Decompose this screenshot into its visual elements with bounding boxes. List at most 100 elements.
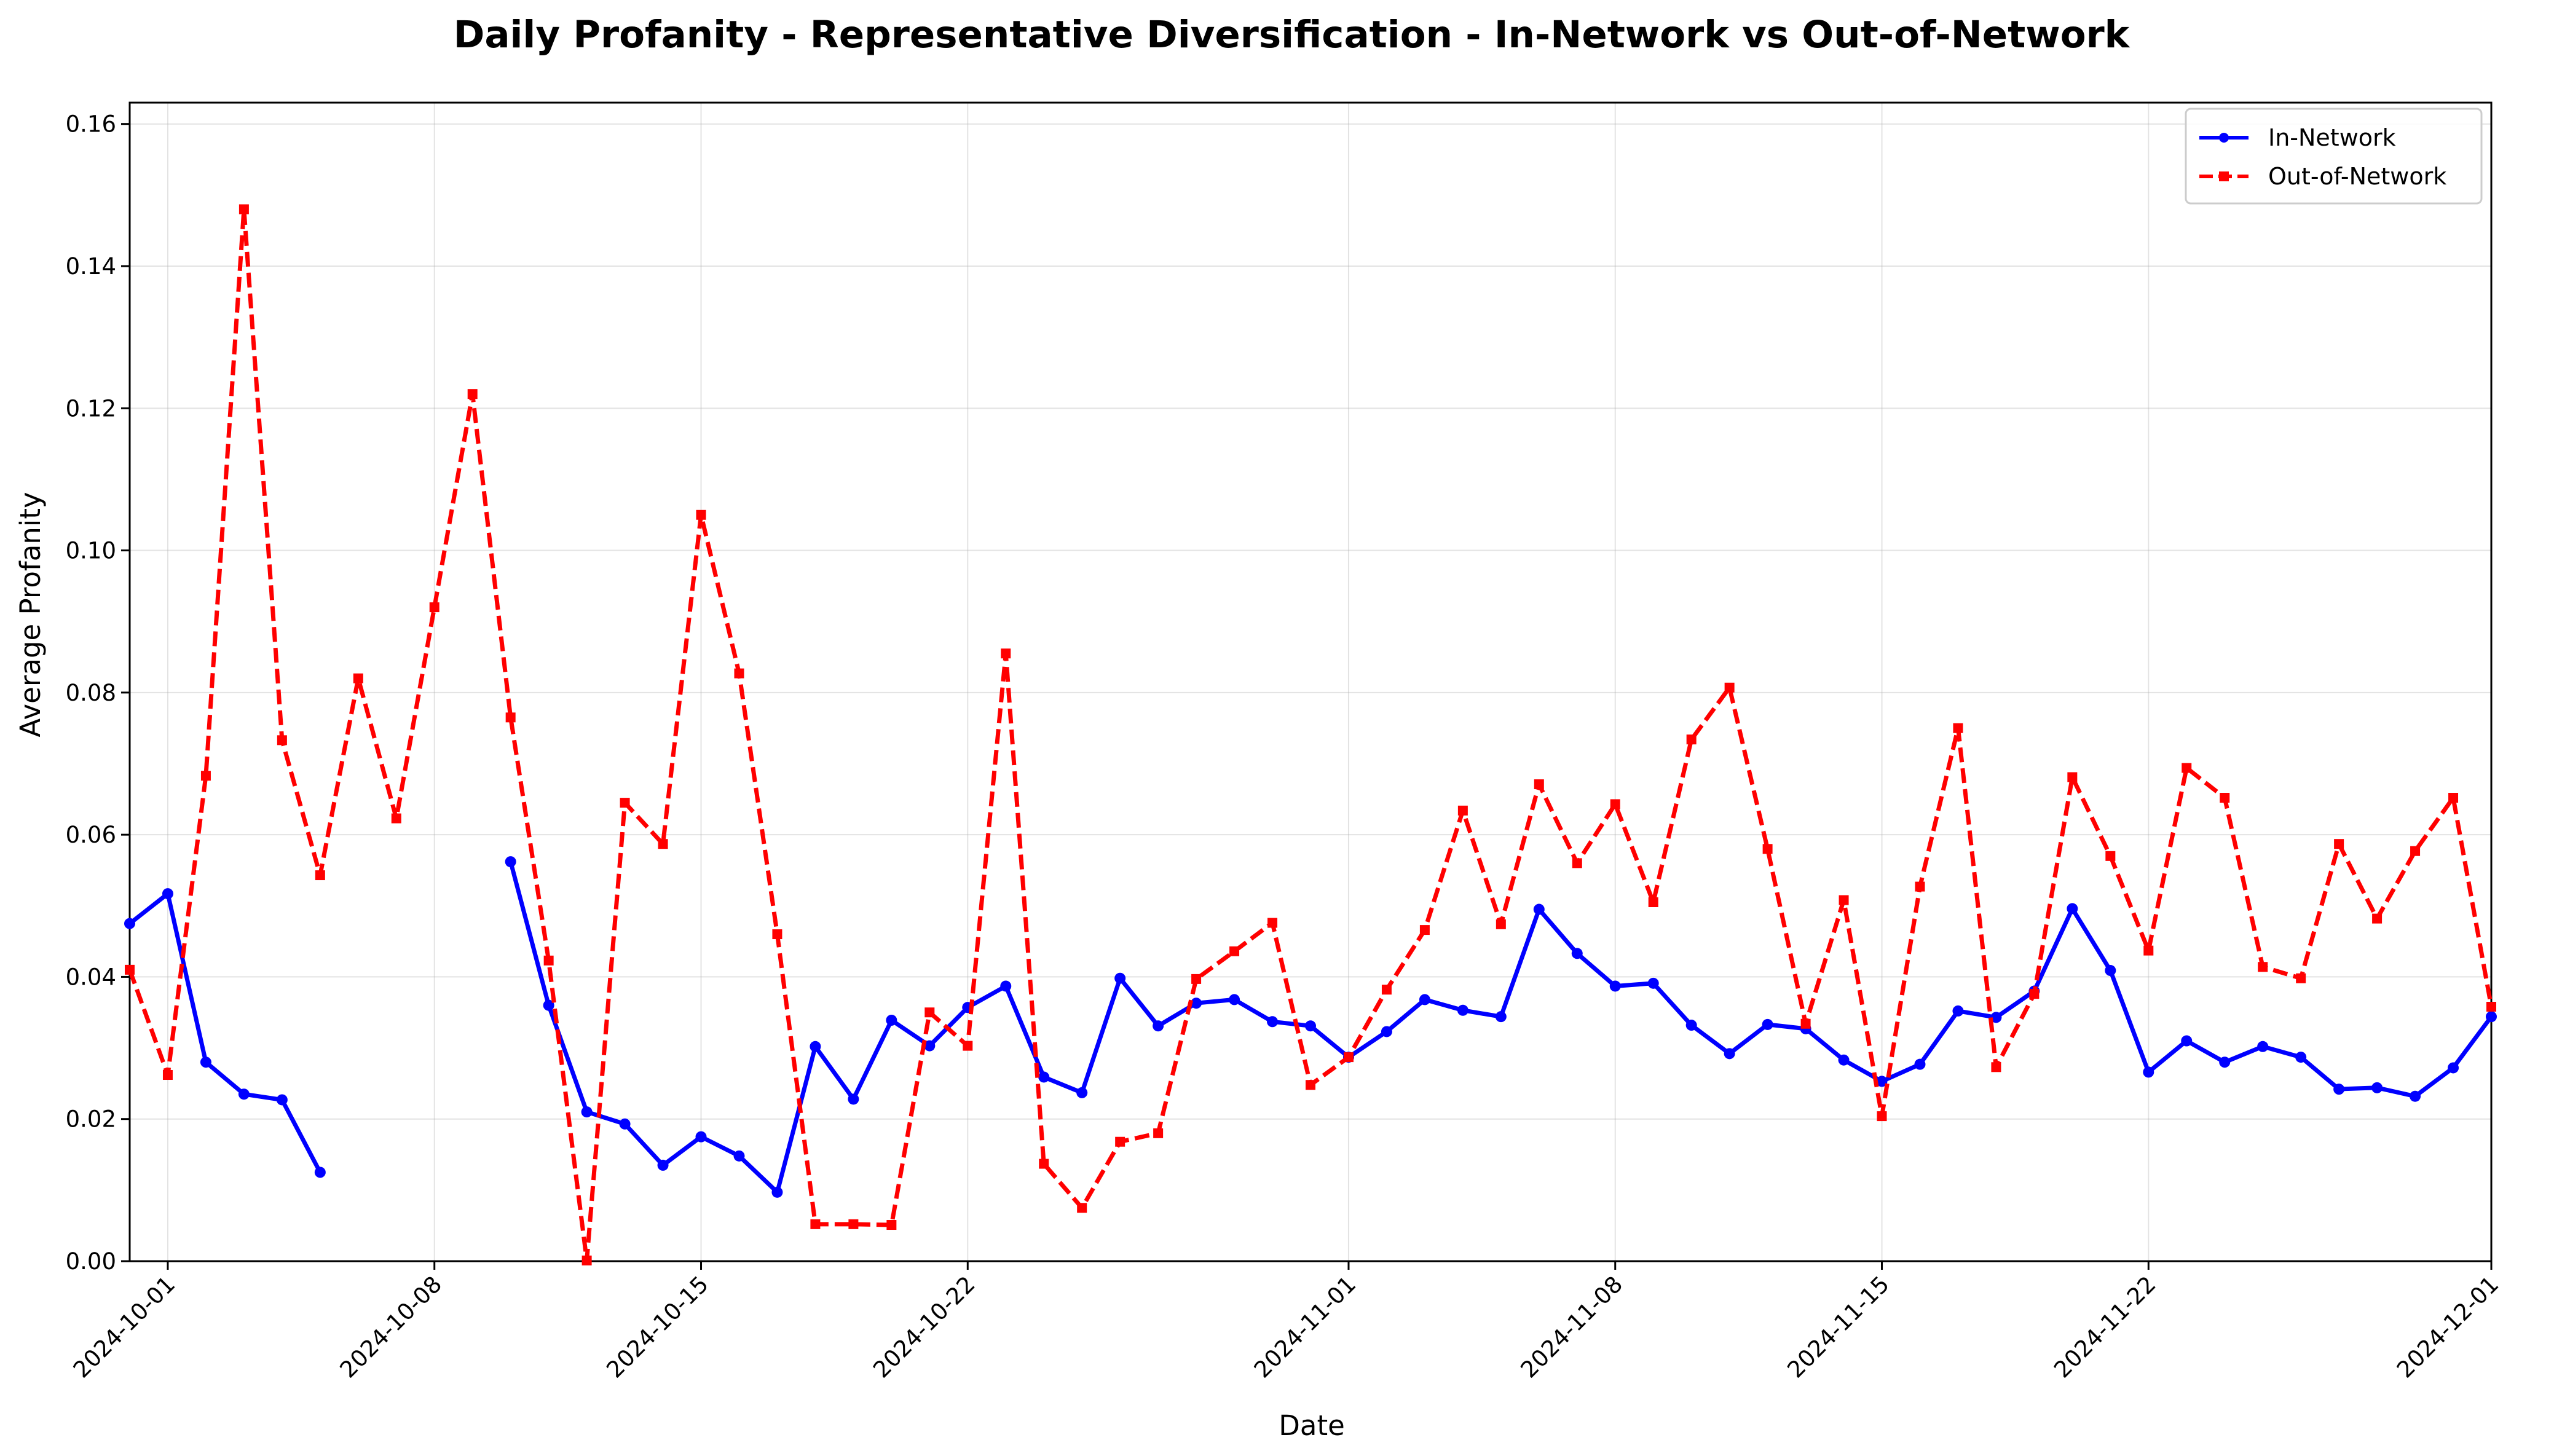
data-point-in-network [1191, 998, 1202, 1009]
data-point-out-of-network [391, 813, 401, 824]
data-point-out-of-network [581, 1255, 592, 1265]
data-point-out-of-network [2067, 772, 2078, 782]
data-point-in-network [1114, 972, 1126, 984]
series-out-of-network [125, 204, 2496, 1265]
data-point-out-of-network [848, 1219, 859, 1229]
data-point-out-of-network [315, 870, 325, 881]
series-line-in-network [128, 891, 322, 1174]
series-in-network [124, 856, 2497, 1198]
data-point-out-of-network [1724, 682, 1735, 693]
data-point-out-of-network [658, 839, 668, 849]
legend-label-out-of-network: Out-of-Network [2268, 163, 2446, 190]
data-point-in-network [2333, 1084, 2345, 1095]
data-point-out-of-network [1039, 1159, 1049, 1169]
data-point-in-network [505, 856, 516, 868]
data-point-in-network [2448, 1062, 2459, 1074]
data-point-out-of-network [1306, 1080, 1315, 1090]
data-point-in-network [886, 1014, 897, 1026]
data-point-in-network [924, 1040, 936, 1052]
y-tick-label: 0.14 [66, 253, 116, 280]
y-tick-label: 0.02 [66, 1106, 116, 1133]
data-point-in-network [2257, 1041, 2269, 1052]
data-point-out-of-network [1610, 799, 1620, 809]
data-point-in-network [2181, 1035, 2193, 1047]
chart-title: Daily Profanity - Representative Diversi… [454, 13, 2130, 57]
series-group [124, 204, 2497, 1265]
data-point-out-of-network [2486, 1001, 2496, 1012]
data-point-out-of-network [1191, 974, 1202, 984]
data-point-in-network [1952, 1005, 1964, 1017]
data-point-in-network [2219, 1057, 2231, 1068]
data-point-in-network [2486, 1011, 2497, 1023]
data-point-out-of-network [696, 510, 706, 520]
data-point-in-network [1038, 1071, 1050, 1083]
data-point-in-network [1305, 1020, 1316, 1032]
data-point-in-network [543, 999, 554, 1011]
data-point-out-of-network [1457, 805, 1468, 816]
data-point-out-of-network [620, 798, 630, 808]
data-point-out-of-network [1686, 734, 1697, 745]
legend-label-in-network: In-Network [2268, 124, 2396, 151]
data-point-out-of-network [2143, 945, 2154, 956]
data-point-out-of-network [1115, 1136, 1125, 1147]
data-point-out-of-network [353, 673, 363, 683]
data-point-out-of-network [277, 735, 287, 746]
data-point-out-of-network [1419, 925, 1430, 935]
data-point-out-of-network [2448, 793, 2459, 803]
data-point-in-network [1229, 994, 1240, 1005]
data-point-out-of-network [2372, 913, 2383, 924]
data-point-out-of-network [1153, 1128, 1164, 1138]
data-point-out-of-network [886, 1220, 897, 1230]
data-point-out-of-network [1229, 946, 1240, 956]
data-point-in-network [1838, 1054, 1850, 1066]
data-point-out-of-network [924, 1007, 935, 1018]
data-point-in-network [2410, 1090, 2421, 1102]
data-point-in-network [1571, 948, 1583, 959]
data-point-in-network [1153, 1020, 1164, 1032]
data-point-in-network [733, 1150, 745, 1162]
data-point-out-of-network [772, 929, 782, 940]
data-point-in-network [1495, 1011, 1507, 1023]
data-point-in-network [1419, 994, 1430, 1005]
data-point-out-of-network [2105, 851, 2116, 861]
data-point-out-of-network [125, 964, 135, 975]
data-point-in-network [1076, 1087, 1088, 1098]
data-point-in-network [200, 1057, 211, 1068]
data-point-in-network [1685, 1020, 1697, 1031]
data-point-out-of-network [1839, 895, 1849, 905]
data-point-in-network [1381, 1026, 1392, 1037]
data-point-out-of-network [2220, 793, 2230, 803]
data-point-out-of-network [1800, 1018, 1811, 1029]
data-point-out-of-network [1534, 779, 1544, 790]
data-point-in-network [2067, 903, 2078, 915]
data-point-out-of-network [162, 1070, 173, 1080]
x-axis-label: Date [1279, 1409, 1345, 1442]
data-point-out-of-network [1496, 919, 1506, 929]
data-point-in-network [1533, 903, 1545, 915]
data-point-out-of-network [1915, 881, 1925, 892]
data-point-out-of-network [1381, 985, 1392, 995]
y-axis-ticks: 0.00 0.02 0.04 0.06 0.08 0.10 0.12 0.14 0.16 [66, 111, 130, 1275]
data-point-out-of-network [734, 668, 744, 679]
data-point-in-network [1876, 1076, 1888, 1087]
data-point-out-of-network [1077, 1203, 1087, 1213]
data-point-out-of-network [1991, 1062, 2001, 1072]
data-point-out-of-network [1877, 1111, 1887, 1122]
data-point-in-network [162, 888, 173, 900]
data-point-out-of-network [467, 389, 478, 399]
plot-area-frame [128, 101, 2493, 1262]
data-point-in-network [2143, 1066, 2154, 1078]
data-point-out-of-network [1572, 858, 1582, 868]
data-point-out-of-network [2258, 962, 2268, 972]
data-point-out-of-network [505, 712, 516, 723]
y-tick-label: 0.04 [66, 964, 116, 990]
data-point-out-of-network [2410, 846, 2421, 856]
data-point-out-of-network [1267, 918, 1278, 928]
data-point-in-network [848, 1093, 859, 1105]
data-point-in-network [1647, 977, 1659, 989]
data-point-out-of-network [2334, 839, 2344, 849]
y-tick-label: 0.06 [66, 822, 116, 848]
data-point-in-network [124, 918, 135, 929]
data-point-out-of-network [1648, 897, 1658, 907]
data-point-out-of-network [1953, 723, 1963, 733]
